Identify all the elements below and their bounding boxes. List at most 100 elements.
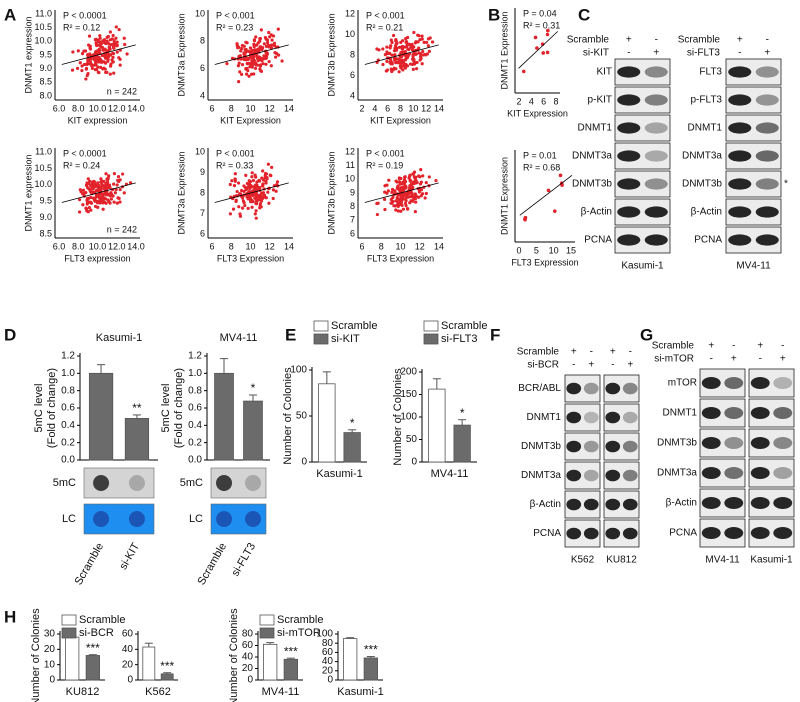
scatter-dot — [85, 62, 89, 67]
x-axis-label: KIT expression — [68, 115, 128, 125]
scatter-dot — [236, 64, 240, 68]
scatter-dot — [388, 46, 392, 50]
protein-band — [617, 66, 641, 78]
scatter-dot — [89, 201, 94, 205]
scatter-dot — [112, 171, 117, 176]
scatter-dot — [96, 39, 101, 44]
condition-sign: - — [627, 48, 630, 59]
scatter-dot — [399, 209, 403, 213]
dot-blot-label: LC — [62, 513, 76, 525]
protein-band — [644, 94, 668, 106]
protein-label: DNMT3b — [572, 179, 612, 190]
scatter-dot — [393, 56, 397, 60]
y-tick-label: 8.0 — [39, 90, 52, 100]
scatter-dot — [76, 49, 80, 53]
scatter-dot — [266, 40, 270, 45]
scatter-dot — [423, 196, 427, 200]
condition-sign: + — [764, 48, 770, 59]
scatter-dot — [70, 68, 75, 72]
protein-band — [750, 527, 770, 539]
scatter-dot — [390, 187, 395, 192]
y-tick-label: 10 — [345, 29, 355, 39]
scatter-dot — [83, 49, 88, 53]
cell-line-label: Kasumi-1 — [750, 555, 793, 566]
protein-label: DNMT3b — [682, 179, 722, 190]
protein-band — [617, 178, 641, 190]
scatter-dot — [104, 41, 108, 46]
scatter-dot — [100, 45, 105, 50]
scatter-dot — [411, 199, 415, 203]
protein-label: p-KIT — [588, 95, 612, 106]
y-tick-label: 0.4 — [61, 420, 75, 431]
scatter-dot — [415, 181, 419, 185]
scatter-dot — [414, 67, 419, 71]
protein-band — [566, 382, 582, 395]
scatter-dot — [403, 180, 408, 184]
scatter-dot — [101, 207, 105, 211]
scatter-dot — [261, 191, 265, 195]
scatter-dot — [411, 54, 415, 59]
x-axis-label: FLT3 Expression — [367, 253, 434, 263]
y-tick-label: 9 — [350, 187, 355, 197]
scatter-dot — [233, 172, 237, 176]
y-axis-label: Number of Colonies — [30, 608, 42, 702]
scatter-dot — [404, 204, 408, 208]
significance: * — [460, 406, 465, 420]
scatter-dot — [85, 181, 89, 185]
scatter-dot — [86, 177, 90, 181]
y-tick-label: 12 — [345, 8, 355, 18]
legend-swatch — [259, 614, 275, 626]
y-tick-label: 80 — [322, 638, 334, 649]
scatter-dot — [375, 212, 379, 217]
scatter-dot — [393, 53, 397, 57]
y-tick-label: 4 — [200, 90, 205, 100]
x-tick-label: 14.0 — [127, 103, 145, 113]
scatter-dot — [88, 60, 93, 64]
y-tick-label: 7 — [350, 215, 355, 225]
panel-label: G — [640, 325, 653, 344]
scatter-dot — [401, 207, 406, 211]
scatter-dot — [399, 62, 403, 66]
scatter-dot — [78, 188, 82, 192]
y-tick-label: 9 — [200, 167, 205, 177]
scatter-dot — [417, 190, 421, 194]
y-tick-label: 0 — [411, 457, 417, 468]
y-tick-label: 200 — [400, 367, 417, 378]
protein-band — [750, 437, 770, 449]
scatter-dot — [399, 176, 403, 181]
condition-label: si-mTOR — [654, 354, 694, 365]
scatter-dot — [92, 63, 96, 67]
scatter-dot — [101, 39, 105, 43]
trend-line — [61, 182, 136, 203]
legend-label: Scramble — [277, 614, 323, 626]
scatter-dot — [102, 196, 106, 200]
scatter-dot — [250, 171, 254, 175]
r-squared: R² = 0.31 — [523, 20, 560, 30]
bar — [142, 646, 156, 681]
x-tick-label: 8 — [398, 103, 403, 113]
x-tick-label: 0 — [516, 245, 521, 255]
scatter-dot — [258, 39, 262, 43]
scatter-dot — [271, 188, 276, 192]
trend-line — [364, 44, 439, 65]
panel-label: B — [488, 5, 500, 24]
protein-band — [617, 206, 641, 218]
protein-label: β-Actin — [581, 207, 612, 218]
scatter-dot — [394, 208, 398, 212]
y-tick-label: 100 — [400, 412, 417, 423]
scatter-dot — [228, 182, 232, 187]
scatter-dot — [274, 55, 278, 59]
scatter-dot — [399, 193, 403, 197]
p-value: P = 0.04 — [523, 8, 557, 18]
y-tick-label: 30 — [44, 629, 56, 640]
scatter-dot — [103, 47, 107, 51]
scatter-dot — [387, 178, 391, 182]
scatter-dot — [393, 189, 397, 193]
y-axis-label: DNMT3b Expression — [326, 13, 336, 96]
scatter-dot — [240, 196, 245, 200]
condition-sign: + — [653, 48, 659, 59]
scatter-dot — [401, 182, 405, 186]
scatter-dot — [261, 169, 265, 173]
scatter-dot — [94, 50, 98, 54]
scatter-dot — [415, 60, 419, 65]
